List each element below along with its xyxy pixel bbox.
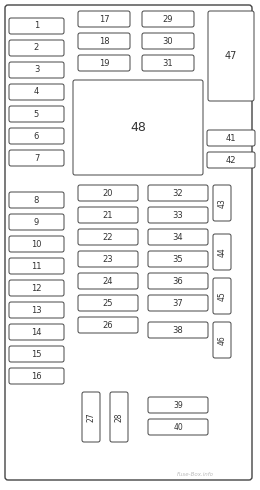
FancyBboxPatch shape [142, 33, 194, 49]
Text: 33: 33 [173, 211, 183, 220]
Text: 16: 16 [31, 371, 42, 381]
Text: 37: 37 [173, 298, 183, 308]
FancyBboxPatch shape [213, 322, 231, 358]
FancyBboxPatch shape [78, 11, 130, 27]
FancyBboxPatch shape [5, 5, 252, 480]
FancyBboxPatch shape [9, 280, 64, 296]
FancyBboxPatch shape [142, 11, 194, 27]
FancyBboxPatch shape [9, 40, 64, 56]
FancyBboxPatch shape [207, 130, 255, 146]
Text: 32: 32 [173, 189, 183, 197]
Text: 47: 47 [225, 51, 237, 61]
FancyBboxPatch shape [9, 302, 64, 318]
Text: 2: 2 [34, 44, 39, 52]
FancyBboxPatch shape [213, 234, 231, 270]
Text: 1: 1 [34, 22, 39, 30]
Text: 6: 6 [34, 131, 39, 141]
Text: 3: 3 [34, 66, 39, 74]
FancyBboxPatch shape [9, 346, 64, 362]
Text: 27: 27 [87, 412, 95, 422]
Text: 12: 12 [31, 284, 42, 293]
Text: 40: 40 [173, 422, 183, 432]
Text: 30: 30 [163, 36, 173, 46]
FancyBboxPatch shape [213, 185, 231, 221]
FancyBboxPatch shape [110, 392, 128, 442]
FancyBboxPatch shape [142, 55, 194, 71]
Text: 10: 10 [31, 240, 42, 248]
Text: 29: 29 [163, 15, 173, 24]
Text: 9: 9 [34, 218, 39, 226]
Text: 35: 35 [173, 254, 183, 264]
FancyBboxPatch shape [148, 397, 208, 413]
FancyBboxPatch shape [148, 229, 208, 245]
FancyBboxPatch shape [148, 185, 208, 201]
Text: 34: 34 [173, 232, 183, 242]
Text: 41: 41 [226, 133, 236, 143]
FancyBboxPatch shape [9, 128, 64, 144]
Text: 31: 31 [163, 58, 173, 68]
Text: 46: 46 [218, 335, 226, 345]
Text: 38: 38 [173, 325, 183, 335]
Text: 7: 7 [34, 153, 39, 163]
Text: 21: 21 [103, 211, 113, 220]
FancyBboxPatch shape [78, 229, 138, 245]
FancyBboxPatch shape [9, 18, 64, 34]
FancyBboxPatch shape [78, 207, 138, 223]
Text: 17: 17 [99, 15, 109, 24]
FancyBboxPatch shape [78, 55, 130, 71]
Text: 15: 15 [31, 349, 42, 359]
FancyBboxPatch shape [9, 258, 64, 274]
FancyBboxPatch shape [148, 322, 208, 338]
Text: 20: 20 [103, 189, 113, 197]
FancyBboxPatch shape [9, 368, 64, 384]
FancyBboxPatch shape [213, 278, 231, 314]
FancyBboxPatch shape [78, 273, 138, 289]
Text: 25: 25 [103, 298, 113, 308]
FancyBboxPatch shape [9, 324, 64, 340]
Text: Fuse-Box.info: Fuse-Box.info [177, 471, 213, 476]
Text: 14: 14 [31, 327, 42, 337]
FancyBboxPatch shape [9, 84, 64, 100]
Text: 23: 23 [103, 254, 113, 264]
FancyBboxPatch shape [78, 317, 138, 333]
Text: 44: 44 [218, 247, 226, 257]
Text: 42: 42 [226, 155, 236, 165]
FancyBboxPatch shape [78, 295, 138, 311]
FancyBboxPatch shape [148, 273, 208, 289]
Text: 39: 39 [173, 400, 183, 410]
Text: 43: 43 [218, 198, 226, 208]
Text: 45: 45 [218, 291, 226, 301]
Text: 11: 11 [31, 262, 42, 270]
FancyBboxPatch shape [78, 251, 138, 267]
FancyBboxPatch shape [148, 419, 208, 435]
FancyBboxPatch shape [9, 214, 64, 230]
Text: 4: 4 [34, 88, 39, 97]
Text: 48: 48 [130, 121, 146, 134]
Text: 36: 36 [173, 276, 183, 286]
FancyBboxPatch shape [9, 150, 64, 166]
FancyBboxPatch shape [9, 192, 64, 208]
Text: 19: 19 [99, 58, 109, 68]
Text: 18: 18 [99, 36, 109, 46]
FancyBboxPatch shape [78, 185, 138, 201]
FancyBboxPatch shape [9, 106, 64, 122]
FancyBboxPatch shape [148, 207, 208, 223]
Text: 24: 24 [103, 276, 113, 286]
FancyBboxPatch shape [148, 295, 208, 311]
FancyBboxPatch shape [207, 152, 255, 168]
FancyBboxPatch shape [82, 392, 100, 442]
Text: 13: 13 [31, 305, 42, 315]
FancyBboxPatch shape [9, 236, 64, 252]
Text: 26: 26 [103, 320, 113, 329]
Text: 22: 22 [103, 232, 113, 242]
Text: 5: 5 [34, 109, 39, 119]
Text: 28: 28 [114, 412, 124, 422]
Text: 8: 8 [34, 196, 39, 204]
FancyBboxPatch shape [208, 11, 254, 101]
FancyBboxPatch shape [148, 251, 208, 267]
FancyBboxPatch shape [9, 62, 64, 78]
FancyBboxPatch shape [78, 33, 130, 49]
FancyBboxPatch shape [73, 80, 203, 175]
